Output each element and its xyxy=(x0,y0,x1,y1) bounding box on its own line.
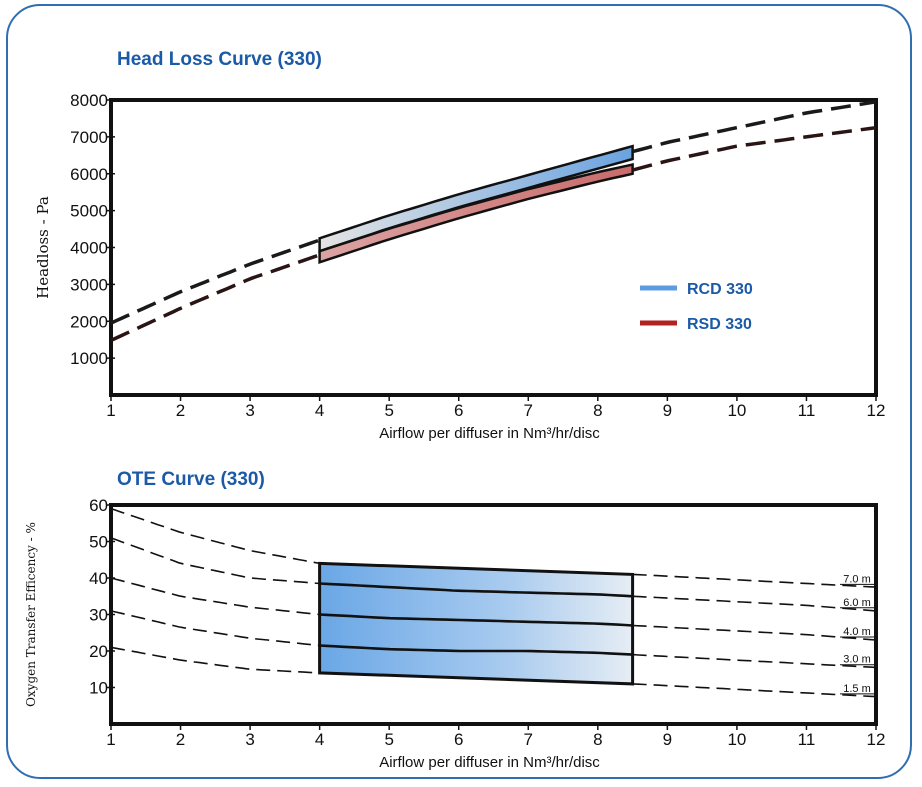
y-tick-label: 30 xyxy=(89,606,108,625)
y-tick-label: 60 xyxy=(89,496,108,515)
depth-curve-dashed xyxy=(632,595,877,612)
x-tick-label: 6 xyxy=(454,730,463,749)
depth-curve-dashed xyxy=(110,577,320,616)
ote-chart-title: OTE Curve (330) xyxy=(117,469,265,490)
y-axis-title: Oxygen Transfer Efficency - % xyxy=(24,522,38,707)
x-tick-label: 9 xyxy=(663,401,672,420)
depth-label: 1.5 m xyxy=(843,683,871,695)
depth-label: 6.0 m xyxy=(843,597,871,609)
depth-curve-dashed xyxy=(110,507,320,565)
depth-curve-solid xyxy=(319,644,633,656)
x-tick-label: 5 xyxy=(384,730,393,749)
y-axis-title: Headloss - Pa xyxy=(34,196,52,299)
x-tick-label: 9 xyxy=(663,730,672,749)
x-tick-label: 7 xyxy=(524,401,533,420)
x-tick-label: 7 xyxy=(524,730,533,749)
y-tick-label: 40 xyxy=(89,569,108,588)
legend-label: RSD 330 xyxy=(687,316,752,333)
x-tick-label: 12 xyxy=(867,730,886,749)
depth-curve-dashed xyxy=(110,610,320,647)
headloss-chart-title: Head Loss Curve (330) xyxy=(117,49,322,70)
y-tick-label: 8000 xyxy=(70,91,108,110)
x-tick-label: 5 xyxy=(384,401,393,420)
depth-curve-dashed xyxy=(632,683,877,698)
depth-curve-dashed xyxy=(110,646,320,674)
depth-curve-dashed xyxy=(632,624,877,641)
depth-curve-solid xyxy=(319,582,633,598)
x-tick-label: 1 xyxy=(106,730,115,749)
x-tick-label: 10 xyxy=(727,730,746,749)
y-tick-label: 5000 xyxy=(70,202,108,221)
x-tick-label: 2 xyxy=(176,730,185,749)
x-tick-label: 4 xyxy=(315,401,324,420)
depth-curve-solid xyxy=(319,613,633,627)
y-tick-label: 50 xyxy=(89,533,108,552)
series-line xyxy=(632,125,877,172)
x-tick-label: 8 xyxy=(593,730,602,749)
y-tick-label: 20 xyxy=(89,642,108,661)
x-tick-label: 12 xyxy=(867,401,886,420)
x-tick-label: 2 xyxy=(176,401,185,420)
legend-label: RCD 330 xyxy=(687,281,753,298)
depth-curve-dashed xyxy=(632,573,877,588)
x-tick-label: 11 xyxy=(798,401,816,420)
x-tick-label: 8 xyxy=(593,401,602,420)
series-line xyxy=(110,238,321,325)
depth-label: 7.0 m xyxy=(843,573,871,585)
y-tick-label: 10 xyxy=(89,679,108,698)
depth-curve-dashed xyxy=(110,537,320,585)
y-tick-label: 6000 xyxy=(70,165,108,184)
rsd-330-band xyxy=(318,162,634,265)
depth-curve-dashed xyxy=(632,653,877,669)
x-tick-label: 4 xyxy=(315,730,324,749)
y-tick-label: 1000 xyxy=(70,349,108,368)
x-tick-label: 10 xyxy=(727,401,746,420)
y-tick-label: 7000 xyxy=(70,128,108,147)
x-tick-label: 3 xyxy=(245,401,254,420)
series-line xyxy=(110,253,321,342)
x-tick-label: 11 xyxy=(798,730,816,749)
y-tick-label: 2000 xyxy=(70,312,108,331)
series-line xyxy=(632,100,877,154)
x-axis-title: Airflow per diffuser in Nm³/hr/disc xyxy=(379,425,600,442)
x-tick-label: 3 xyxy=(245,730,254,749)
x-tick-label: 1 xyxy=(106,401,115,420)
y-tick-label: 4000 xyxy=(70,239,108,258)
y-tick-label: 3000 xyxy=(70,275,108,294)
x-axis-title: Airflow per diffuser in Nm³/hr/disc xyxy=(379,754,600,771)
x-tick-label: 6 xyxy=(454,401,463,420)
depth-label: 4.0 m xyxy=(843,626,871,638)
depth-label: 3.0 m xyxy=(843,654,871,666)
